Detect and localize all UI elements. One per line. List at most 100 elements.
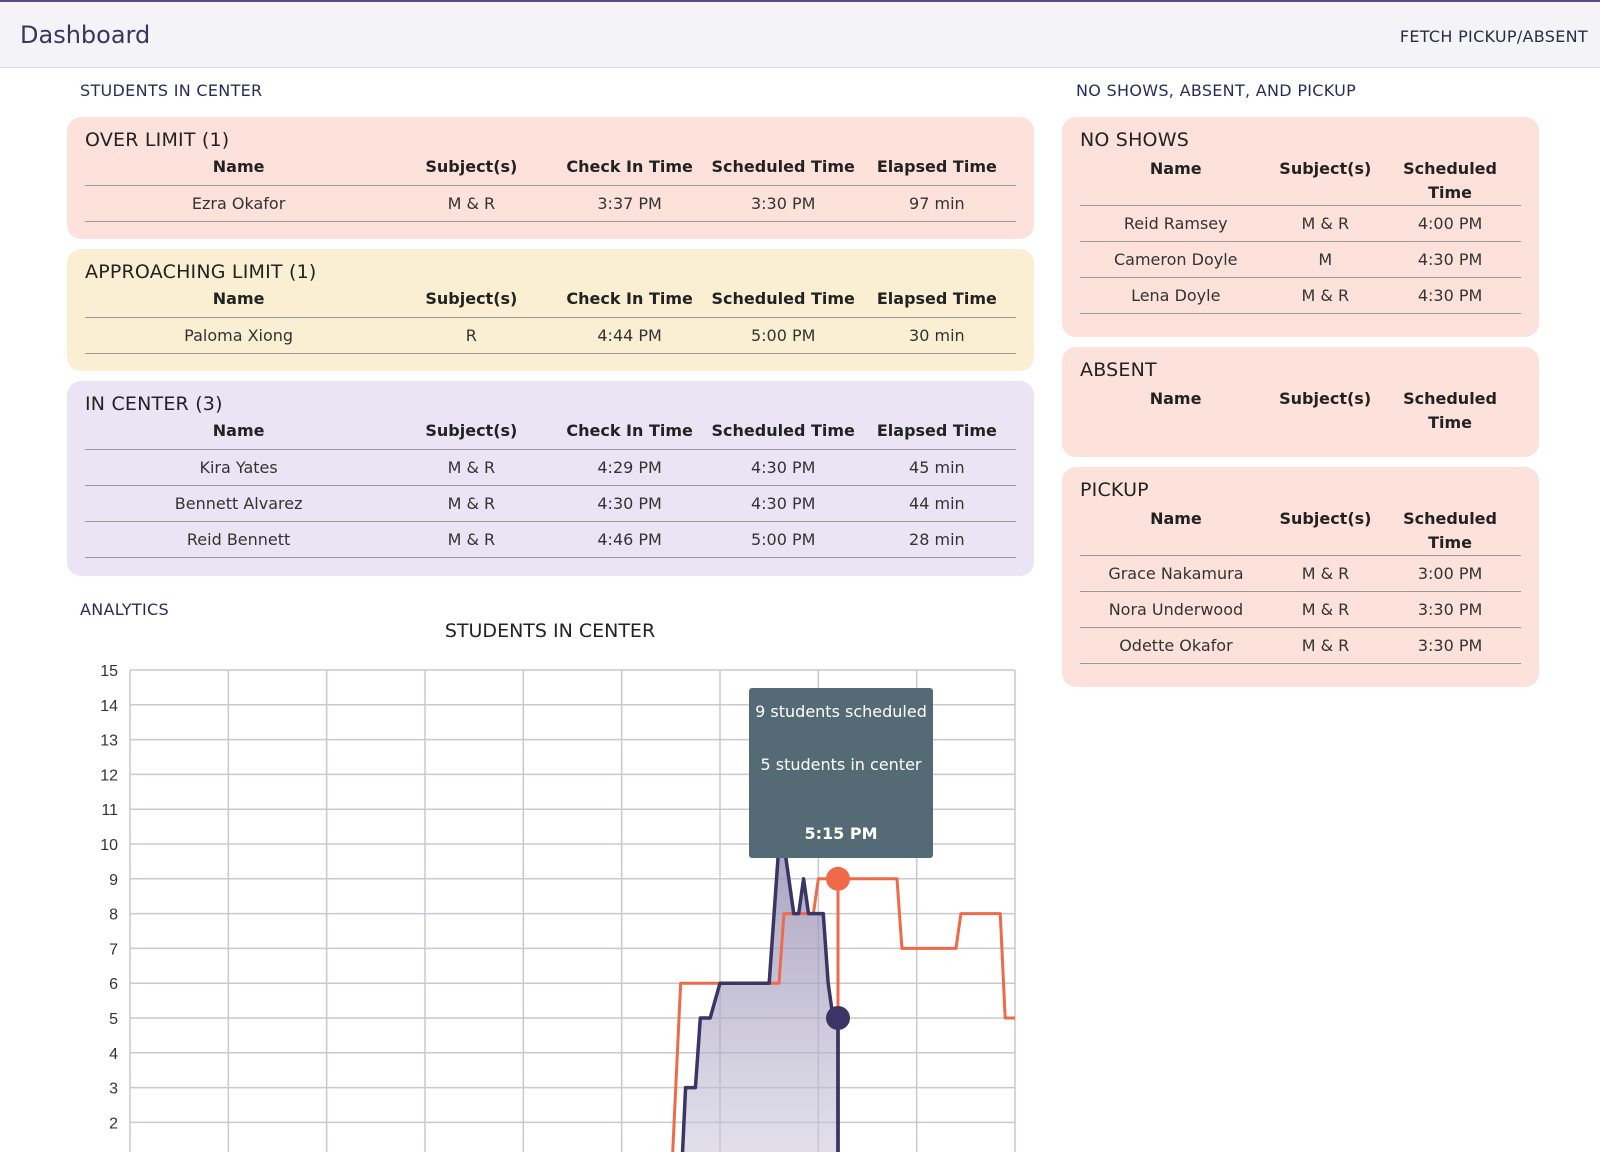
fetch-pickup-absent-button[interactable]: FETCH PICKUP/ABSENT <box>1399 27 1588 46</box>
column-header: Subject(s) <box>1279 389 1372 408</box>
table-cell: 4:44 PM <box>550 317 709 354</box>
tooltip-time: 5:15 PM <box>804 824 878 843</box>
y-tick-label: 3 <box>109 1081 118 1098</box>
table-row: Cameron Doyle M 4:30 PM <box>1080 241 1521 278</box>
column-header: Subject(s) <box>1271 155 1380 206</box>
chart-title: STUDENTS IN CENTER <box>444 620 656 642</box>
absent-table: Name Subject(s) Scheduled Time <box>1080 385 1521 435</box>
y-tick-label: 15 <box>100 663 118 680</box>
table-cell: M & R <box>392 185 551 222</box>
table-cell: 3:30 PM <box>1379 627 1521 664</box>
column-header: Scheduled Time <box>1379 155 1521 206</box>
table-row: Nora Underwood M & R 3:30 PM <box>1080 591 1521 628</box>
table-row: Grace Nakamura M & R 3:00 PM <box>1080 555 1521 592</box>
y-tick-label: 11 <box>101 802 118 819</box>
table-cell: 4:30 PM <box>708 449 858 486</box>
no-shows-absent-pickup-heading: NO SHOWS, ABSENT, AND PICKUP <box>1076 81 1357 100</box>
table-cell: Reid Bennett <box>85 521 393 558</box>
table-row: Odette Okafor M & R 3:30 PM <box>1080 627 1521 664</box>
approaching-limit-table: Name Subject(s) Check In Time Scheduled Tim… <box>85 287 1016 354</box>
approaching-limit-title: APPROACHING LIMIT (1) <box>85 261 317 283</box>
table-cell: R <box>392 317 551 354</box>
table-cell: 4:46 PM <box>550 521 709 558</box>
table-cell: 4:00 PM <box>1379 205 1521 242</box>
column-header: Elapsed Time <box>857 419 1016 450</box>
table-cell: 4:29 PM <box>550 449 709 486</box>
table-cell: Odette Okafor <box>1080 627 1272 664</box>
students-in-center-chart: 123456789101112131415 <box>100 663 1016 1152</box>
column-header: Name <box>85 155 393 186</box>
table-cell: 3:30 PM <box>708 185 858 222</box>
table-header-row: Name Subject(s) Check In Time Scheduled Tim… <box>85 155 1016 186</box>
column-header: Subject(s) <box>1271 505 1380 556</box>
table-row: Ezra Okafor M & R 3:37 PM 3:30 PM 97 min <box>85 185 1016 222</box>
table-cell: M & R <box>1271 277 1380 314</box>
pickup-table: Name Subject(s) Scheduled Time Grace Nakamu… <box>1080 505 1521 664</box>
column-header: Elapsed Time <box>857 155 1016 186</box>
y-tick-label: 1 <box>109 1150 118 1152</box>
table-cell: Kira Yates <box>85 449 393 486</box>
column-header: Elapsed Time <box>857 287 1016 318</box>
table-cell: M & R <box>392 449 551 486</box>
table-cell: 28 min <box>857 521 1016 558</box>
table-header-row: Name Subject(s) Scheduled Time <box>1080 505 1521 556</box>
table-cell: 5:00 PM <box>708 317 858 354</box>
tooltip-scheduled: 9 students scheduled <box>755 702 927 721</box>
table-cell: M & R <box>1271 591 1380 628</box>
over-limit-table: Name Subject(s) Check In Time Scheduled Tim… <box>85 155 1016 222</box>
y-tick-label: 14 <box>100 698 118 715</box>
students-in-center-heading: STUDENTS IN CENTER <box>80 81 263 100</box>
over-limit-card: OVER LIMIT (1) Name Subject(s) Check In Ti… <box>67 117 1034 239</box>
table-cell: 3:37 PM <box>550 185 709 222</box>
column-header: Name <box>1080 155 1272 206</box>
column-header: Scheduled Time <box>708 287 858 318</box>
y-tick-label: 13 <box>100 733 118 750</box>
table-cell: Lena Doyle <box>1080 277 1272 314</box>
table-cell: 4:30 PM <box>708 485 858 522</box>
over-limit-title: OVER LIMIT (1) <box>85 129 230 151</box>
table-header-row: Name Subject(s) Check In Time Scheduled Tim… <box>85 287 1016 318</box>
page-title: Dashboard <box>20 21 151 49</box>
table-cell: M & R <box>392 485 551 522</box>
no-shows-table: Name Subject(s) Scheduled Time Reid Ramsey M… <box>1080 155 1521 314</box>
table-header-row: Name Subject(s) Scheduled Time <box>1080 155 1521 206</box>
scheduled-series-line <box>671 877 1015 1152</box>
tooltip-in-center: 5 students in center <box>760 755 922 774</box>
column-header: Name <box>1080 505 1272 556</box>
y-tick-label: 4 <box>109 1046 118 1063</box>
table-cell: Nora Underwood <box>1080 591 1272 628</box>
y-tick-label: 2 <box>109 1115 118 1132</box>
table-cell: Ezra Okafor <box>85 185 393 222</box>
absent-card: ABSENT Name Subject(s) Scheduled Time <box>1062 347 1539 457</box>
table-header-row: Name Subject(s) Check In Time Scheduled Tim… <box>85 419 1016 450</box>
chart-tooltip: 9 students scheduled 5 students in cente… <box>749 688 933 858</box>
y-tick-label: 12 <box>100 767 118 784</box>
y-tick-label: 8 <box>109 907 118 924</box>
table-cell: 4:30 PM <box>1379 241 1521 278</box>
table-cell: 30 min <box>857 317 1016 354</box>
pickup-card: PICKUP Name Subject(s) Scheduled Time Grace… <box>1062 467 1539 687</box>
table-cell: M & R <box>392 521 551 558</box>
table-row: Lena Doyle M & R 4:30 PM <box>1080 277 1521 314</box>
column-header: Scheduled Time <box>1403 389 1497 432</box>
table-cell: 4:30 PM <box>550 485 709 522</box>
y-tick-label: 7 <box>109 941 118 958</box>
no-shows-card: NO SHOWS Name Subject(s) Scheduled Time Rei… <box>1062 117 1539 337</box>
table-cell: 5:00 PM <box>708 521 858 558</box>
in-center-card: IN CENTER (3) Name Subject(s) Check In Tim… <box>67 381 1034 576</box>
table-cell: M & R <box>1271 627 1380 664</box>
table-cell: Cameron Doyle <box>1080 241 1272 278</box>
y-tick-label: 10 <box>100 837 118 854</box>
column-header: Scheduled Time <box>708 155 858 186</box>
column-header: Subject(s) <box>392 419 551 450</box>
column-header: Name <box>1149 389 1202 408</box>
table-row: Reid Ramsey M & R 4:00 PM <box>1080 205 1521 242</box>
table-header-row: Name Subject(s) Scheduled Time <box>1080 385 1521 435</box>
y-tick-label: 6 <box>109 976 118 993</box>
table-cell: M <box>1271 241 1380 278</box>
table-row: Reid Bennett M & R 4:46 PM 5:00 PM 28 min <box>85 521 1016 558</box>
y-tick-label: 5 <box>109 1011 118 1028</box>
table-row: Kira Yates M & R 4:29 PM 4:30 PM 45 min <box>85 449 1016 486</box>
in-center-highlight-point <box>826 1006 850 1030</box>
in-center-title: IN CENTER (3) <box>85 393 223 415</box>
